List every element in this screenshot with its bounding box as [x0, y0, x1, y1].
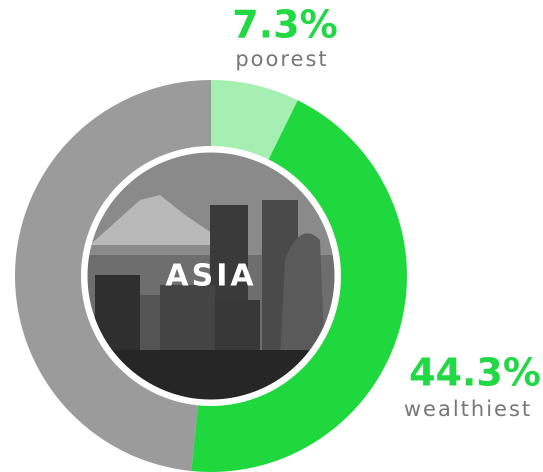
value-label: 44.3% — [409, 351, 541, 395]
category-label: wealthiest — [404, 397, 532, 421]
value-label: 7.3% — [232, 3, 337, 47]
category-label: poorest — [235, 47, 328, 71]
center-label: ASIA — [165, 259, 256, 294]
chart: ASIA 7.3%poorest 44.3%wealthiest — [0, 0, 543, 472]
